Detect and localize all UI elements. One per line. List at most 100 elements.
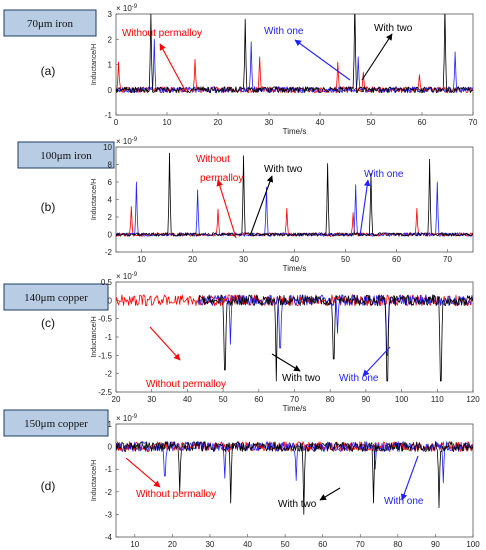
y-tick-label: 10: [103, 143, 112, 152]
y-tick-label: -2: [105, 370, 113, 379]
annotation-arrow: [271, 353, 301, 372]
series-annotation: Without permalloy: [136, 489, 216, 500]
series-annotation: permalloy: [200, 173, 243, 184]
y-tick-label: -1: [105, 111, 113, 120]
annotation-arrow: [149, 326, 181, 361]
x-tick-label: 40: [316, 118, 325, 127]
annotation-arrow: [362, 346, 391, 377]
x-tick-label: 120: [466, 395, 480, 404]
series-annotation: With one: [384, 496, 424, 507]
y-tick-label: -1: [105, 465, 113, 474]
x-tick-label: 70: [443, 255, 452, 264]
panel-label: (c): [41, 316, 55, 330]
y-exponent: × 10-9: [116, 272, 138, 281]
y-tick-label: 8: [108, 161, 113, 170]
material-badge: [3, 283, 109, 311]
y-tick-label: 1: [108, 420, 113, 429]
series-line: [116, 152, 473, 237]
y-tick-label: -1: [105, 333, 113, 342]
y-tick-label: -3: [105, 510, 113, 519]
series-annotation: With two: [264, 164, 303, 175]
x-tick-label: 20: [112, 395, 121, 404]
x-tick-label: 60: [418, 118, 427, 127]
x-tick-label: 90: [361, 395, 370, 404]
y-axis-label: Inductance/H: [91, 460, 98, 501]
material-badge: [17, 141, 115, 169]
annotation-arrow: [361, 33, 393, 81]
y-exponent: × 10-9: [116, 4, 138, 13]
series-line: [197, 294, 473, 356]
annotation-arrow: [125, 457, 161, 488]
panel-label: (d): [41, 479, 56, 493]
series-line: [116, 441, 473, 515]
y-tick-label: -2.5: [98, 388, 112, 397]
x-axis-label: Time/s: [283, 264, 307, 273]
y-tick-label: 0: [108, 231, 113, 240]
x-axis-label: Time/s: [283, 404, 307, 413]
y-exponent: × 10-9: [116, 137, 138, 146]
material-badge: [3, 9, 97, 37]
material-badge: [3, 409, 109, 437]
chart-panel: 140μm copper (c) × 10-9 -2.5 -2 -1.5 -1 -0.5 0 0.…: [3, 272, 480, 413]
y-axis-label: Inductance/H: [91, 44, 98, 85]
x-axis-label: Time/s: [283, 127, 307, 136]
y-axis-label: Inductance/H: [91, 179, 98, 220]
x-tick-label: 30: [239, 255, 248, 264]
annotation-arrow: [159, 43, 187, 93]
x-tick-label: 40: [243, 540, 252, 549]
series-annotation: Without permalloy: [146, 379, 226, 390]
x-tick-label: 30: [205, 540, 214, 549]
x-tick-label: 80: [393, 540, 402, 549]
chart-panel: 150μm copper (d) × 10-9 -4 -3 -2 -1 0 1 10 20 30 40 5…: [3, 409, 480, 550]
material-badge-label: 140μm copper: [24, 292, 88, 304]
x-tick-label: 10: [130, 540, 139, 549]
series-annotation: With one: [264, 26, 304, 37]
annotation-arrow: [319, 487, 341, 501]
x-tick-label: 10: [163, 118, 172, 127]
material-badge-label: 150μm copper: [24, 418, 88, 430]
y-tick-label: -1.5: [98, 351, 112, 360]
x-tick-label: 100: [395, 395, 409, 404]
x-tick-label: 70: [469, 118, 478, 127]
annotation-arrow: [359, 179, 371, 237]
series-annotation: Without permalloy: [122, 28, 202, 39]
x-tick-label: 30: [265, 118, 274, 127]
series-line: [198, 294, 473, 382]
y-exponent: × 10-9: [116, 414, 138, 423]
y-tick-label: 3: [108, 10, 113, 19]
x-tick-label: 20: [214, 118, 223, 127]
plot-area: [115, 423, 474, 538]
y-tick-label: 0: [108, 86, 113, 95]
x-tick-label: 40: [290, 255, 299, 264]
y-tick-label: -4: [105, 533, 113, 542]
y-axis-label: Inductance/H: [91, 316, 98, 357]
x-tick-label: 50: [219, 395, 228, 404]
series-annotation: With one: [339, 373, 379, 384]
y-tick-label: -2: [105, 488, 113, 497]
x-tick-label: 60: [318, 540, 327, 549]
x-tick-label: 40: [183, 395, 192, 404]
x-tick-label: 0: [114, 118, 119, 127]
x-tick-label: 80: [326, 395, 335, 404]
x-tick-label: 70: [290, 395, 299, 404]
y-tick-label: 0: [108, 443, 113, 452]
series-annotation: With two: [374, 23, 413, 34]
annotation-arrow: [400, 455, 419, 501]
y-tick-label: 1: [108, 61, 113, 70]
x-tick-label: 20: [188, 255, 197, 264]
series-annotation: Without: [196, 154, 230, 165]
y-tick-label: 6: [108, 178, 113, 187]
series-line: [116, 206, 473, 237]
annotation-arrow: [216, 179, 237, 239]
x-tick-label: 50: [367, 118, 376, 127]
series-line: [116, 38, 473, 94]
x-tick-label: 10: [137, 255, 146, 264]
annotation-arrow: [249, 175, 274, 237]
series-annotation: With two: [282, 373, 321, 384]
x-tick-label: 100: [466, 540, 480, 549]
x-tick-label: 90: [431, 540, 440, 549]
x-tick-label: 50: [341, 255, 350, 264]
x-tick-label: 30: [147, 395, 156, 404]
